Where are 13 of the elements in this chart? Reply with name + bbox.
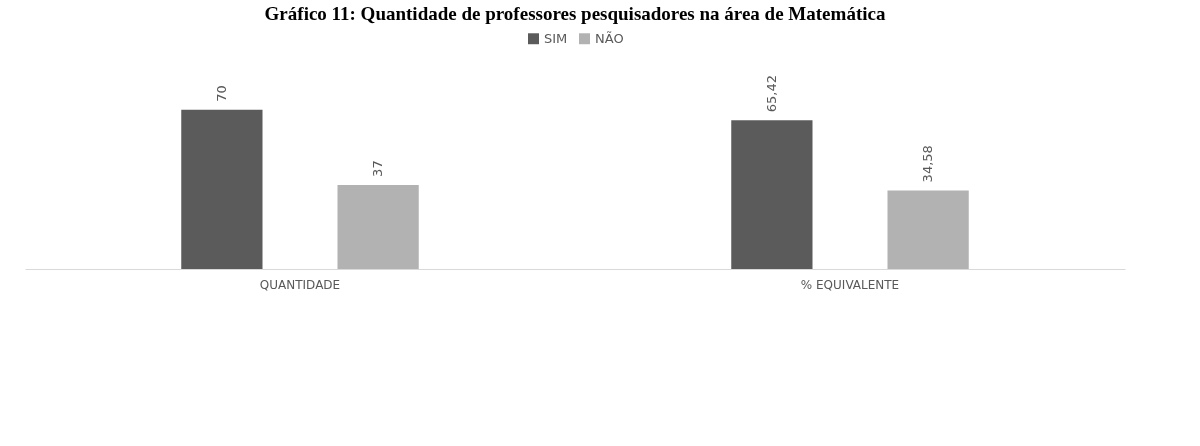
data-label: 37 bbox=[370, 160, 386, 177]
data-label: 70 bbox=[213, 85, 229, 102]
x-tick-label: % EQUIVALENTE bbox=[800, 277, 900, 292]
bar bbox=[731, 120, 813, 269]
data-label: 65,42 bbox=[763, 75, 779, 113]
bar bbox=[337, 184, 419, 269]
legend-label: NÃO bbox=[595, 30, 624, 46]
bar bbox=[887, 190, 969, 269]
chart-title: Gráfico 11: Quantidade de professores pesquisadores na área de Matemática bbox=[264, 3, 886, 24]
x-tick-label: QUANTIDADE bbox=[259, 277, 341, 292]
bar bbox=[181, 109, 263, 269]
data-label: 34,58 bbox=[920, 145, 936, 183]
legend-label: SIM bbox=[544, 30, 568, 46]
